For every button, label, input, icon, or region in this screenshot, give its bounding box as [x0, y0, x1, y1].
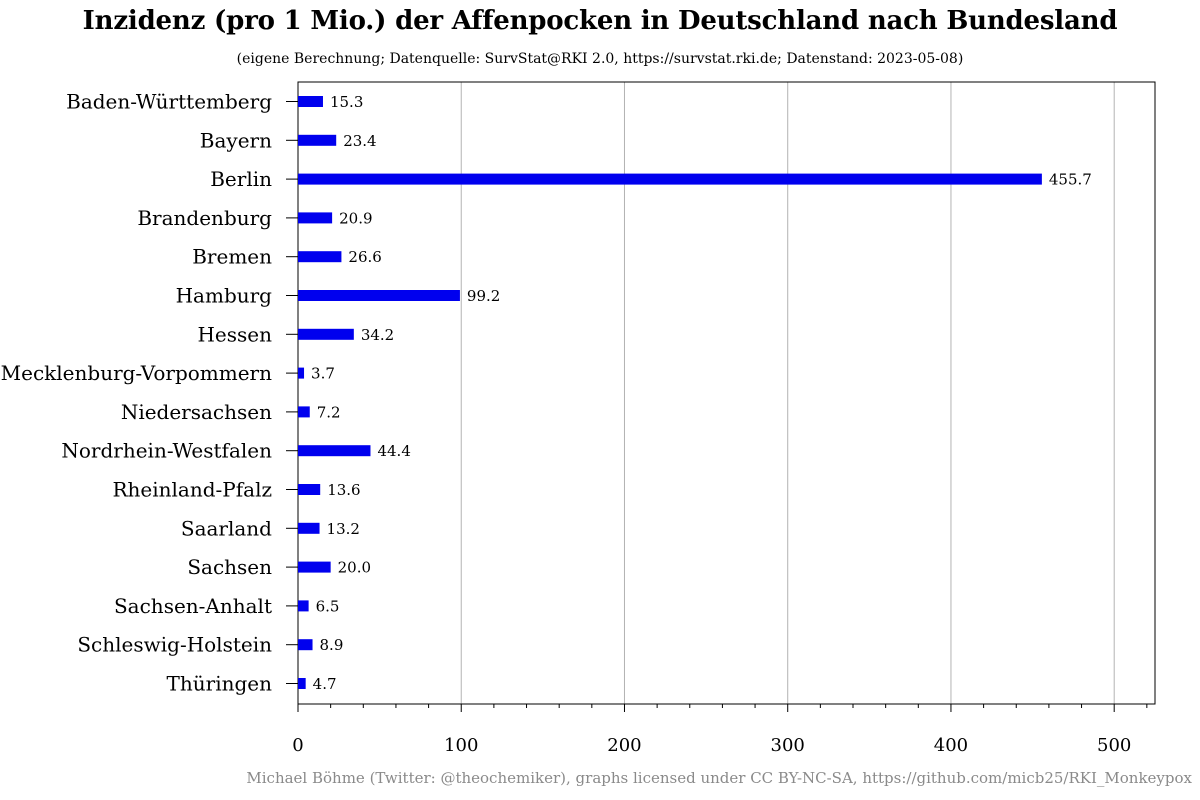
category-label: Saarland: [181, 516, 272, 540]
data-label: 26.6: [348, 248, 381, 266]
category-label: Hamburg: [176, 284, 273, 308]
x-tick-label: 400: [934, 735, 968, 756]
chart-title: Inzidenz (pro 1 Mio.) der Affenpocken in…: [82, 6, 1118, 36]
bar: [298, 678, 306, 689]
data-label: 3.7: [311, 365, 335, 383]
bar: [298, 406, 310, 418]
x-tick-label: 300: [771, 735, 805, 756]
bar: [298, 134, 337, 146]
bar: [298, 639, 313, 651]
category-label: Bayern: [200, 128, 272, 152]
bar: [298, 600, 309, 612]
category-label: Mecklenburg-Vorpommern: [1, 361, 272, 385]
data-label: 4.7: [313, 675, 337, 693]
data-label: 13.2: [327, 520, 360, 538]
data-label: 20.0: [338, 559, 371, 577]
category-label: Brandenburg: [137, 206, 272, 230]
data-label: 99.2: [467, 287, 500, 305]
data-label: 8.9: [320, 636, 344, 654]
data-label: 6.5: [316, 597, 340, 615]
bar: [298, 522, 320, 534]
chart-subtitle: (eigene Berechnung; Datenquelle: SurvSta…: [236, 51, 964, 67]
bar: [298, 251, 342, 263]
category-label: Nordrhein-Westfalen: [61, 439, 272, 463]
data-label: 44.4: [377, 442, 410, 460]
category-label: Hessen: [197, 322, 272, 346]
category-label: Baden-Württemberg: [66, 90, 272, 114]
bar: [298, 328, 354, 340]
bar: [298, 173, 1042, 185]
category-label: Sachsen-Anhalt: [114, 594, 272, 618]
data-label: 7.2: [317, 403, 341, 421]
x-tick-label: 0: [292, 735, 303, 756]
bar: [298, 445, 371, 457]
plot-frame: [297, 81, 1156, 705]
bar: [298, 290, 460, 301]
category-label: Niedersachsen: [121, 400, 272, 424]
data-label: 23.4: [343, 132, 376, 150]
bar: [298, 367, 305, 379]
data-label: 13.6: [327, 481, 360, 499]
category-label: Berlin: [210, 167, 272, 191]
bar: [298, 96, 323, 107]
bar: [298, 212, 333, 224]
category-label: Thüringen: [167, 672, 273, 696]
bar: [298, 484, 321, 495]
chart-caption: Michael Böhme (Twitter: @theochemiker), …: [246, 769, 1192, 787]
x-tick-label: 200: [607, 735, 641, 756]
category-label: Bremen: [192, 245, 272, 269]
data-label: 20.9: [339, 209, 372, 227]
data-label: 15.3: [330, 93, 363, 111]
bar: [298, 561, 331, 573]
data-label: 455.7: [1049, 171, 1092, 189]
data-label: 34.2: [361, 326, 394, 344]
category-label: Schleswig-Holstein: [77, 633, 272, 657]
x-tick-label: 100: [444, 735, 478, 756]
x-tick-label: 500: [1097, 735, 1131, 756]
category-label: Sachsen: [187, 555, 272, 579]
category-label: Rheinland-Pfalz: [112, 478, 272, 502]
